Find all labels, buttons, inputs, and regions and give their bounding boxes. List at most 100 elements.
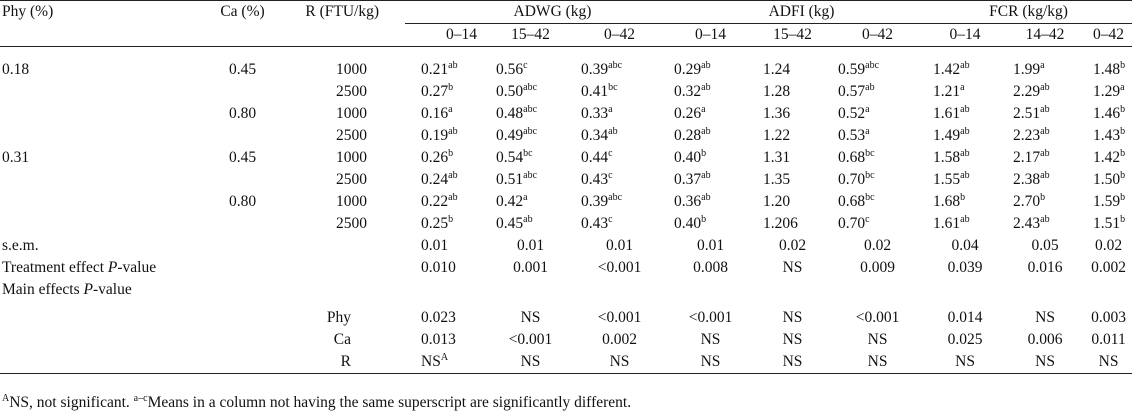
- cell-value: 0.008: [693, 259, 728, 276]
- treatment-label: Treatment effect P-value: [0, 257, 405, 279]
- main-effect-row: Phy 0.023 NS <0.001 <0.001 NS <0.001 0.014 NS 0.0…: [0, 307, 1132, 329]
- cell-value: 1.99: [1013, 61, 1041, 78]
- ca-cell: [205, 213, 280, 235]
- superscript: ab: [608, 126, 618, 137]
- stat-cell: NSA: [405, 351, 488, 374]
- ca-cell: [205, 125, 280, 147]
- footnote-text: NS, not significant.: [9, 394, 134, 411]
- header-ca: Ca (%): [220, 3, 265, 21]
- data-cell: 0.57ab: [830, 81, 925, 103]
- phy-cell: [0, 169, 205, 191]
- stat-cell: NS: [666, 351, 755, 374]
- cell-value: 0.40: [674, 149, 702, 166]
- cell-value: NS: [867, 331, 888, 348]
- cell-value: 0.43: [581, 171, 609, 188]
- cell-value: 2.17: [1013, 149, 1041, 166]
- cell-value: 0.39: [581, 61, 609, 78]
- cell-value: 0.40: [674, 215, 702, 232]
- data-cell: 2.43ab: [1005, 213, 1085, 235]
- data-cell: 0.54bc: [488, 147, 573, 169]
- cell-value: 0.016: [1027, 259, 1063, 276]
- superscript: bc: [608, 82, 618, 93]
- cell-value: 0.29: [674, 61, 702, 78]
- cell-value: 1.22: [763, 127, 791, 144]
- header-adfi: ADFI (kg): [666, 0, 926, 24]
- data-cell: 0.24ab: [405, 169, 488, 191]
- data-cell: 0.39abc: [573, 59, 666, 81]
- data-cell: 2.70b: [1005, 191, 1085, 213]
- cell-value: 2.43: [1013, 215, 1041, 232]
- data-cell: 0.53a: [830, 125, 925, 147]
- cell-value: NS: [955, 353, 975, 370]
- data-cell: 0.70c: [830, 213, 925, 235]
- cell-value: 1.42: [1093, 149, 1121, 166]
- superscript: ab: [960, 214, 970, 225]
- phy-cell: [0, 125, 205, 147]
- cell-value: 0.02: [778, 237, 807, 254]
- table-body: 0.18 0.45 1000 0.21ab 0.56c 0.39abc 0.29ab 1.24…: [0, 47, 1132, 374]
- subcol-header: 0–14: [446, 26, 477, 43]
- cell-value: NS: [782, 353, 803, 370]
- stat-cell: NS: [925, 351, 1005, 374]
- cell-value: 0.52: [838, 105, 866, 122]
- data-cell: 0.42a: [488, 191, 573, 213]
- superscript: ab: [448, 192, 458, 203]
- superscript: abc: [523, 170, 538, 181]
- cell-value: 0.01: [605, 237, 634, 254]
- table-row: 2500 0.27b 0.50abc 0.41bc 0.32ab 1.28 0.57ab 1.…: [0, 81, 1132, 103]
- cell-value: 1.21: [933, 83, 961, 100]
- cell-value: 0.42: [496, 193, 524, 210]
- data-cell: 0.29ab: [666, 59, 755, 81]
- data-cell: 0.49abc: [488, 125, 573, 147]
- superscript: a: [1040, 60, 1045, 71]
- cell-value: 0.43: [581, 215, 609, 232]
- r-cell: 1000: [336, 149, 367, 166]
- phy-cell: [0, 103, 205, 125]
- cell-value: 0.010: [421, 259, 456, 276]
- stat-cell: 0.025: [925, 329, 1005, 351]
- cell-value: 0.59: [838, 61, 866, 78]
- cell-value: 0.24: [421, 171, 449, 188]
- cell-value: 0.01: [421, 237, 449, 254]
- data-cell: 0.48abc: [488, 103, 573, 125]
- label-text: Main effects: [2, 281, 84, 298]
- data-cell: 1.31: [755, 147, 830, 169]
- cell-value: NS: [782, 331, 803, 348]
- superscript: c: [608, 170, 613, 181]
- cell-value: 0.57: [838, 83, 866, 100]
- table-row: 2500 0.19ab 0.49abc 0.34ab 0.28ab 1.22 0.53a 1.…: [0, 125, 1132, 147]
- cell-value: 0.05: [1031, 237, 1059, 254]
- cell-value: 0.27: [421, 83, 449, 100]
- cell-value: 1.36: [763, 105, 791, 122]
- cell-value: 2.29: [1013, 83, 1041, 100]
- data-cell: 0.45ab: [488, 213, 573, 235]
- superscript: bc: [865, 148, 875, 159]
- superscript: ab: [701, 60, 711, 71]
- cell-value: 1.28: [763, 83, 791, 100]
- stat-cell: 0.008: [666, 257, 755, 279]
- subcol-header: 0–42: [1093, 26, 1125, 43]
- cell-value: 0.25: [421, 215, 449, 232]
- cell-value: 0.001: [513, 259, 548, 276]
- superscript: a: [865, 104, 870, 115]
- stat-cell: 0.04: [925, 235, 1005, 257]
- cell-value: 0.025: [947, 331, 983, 348]
- superscript: b: [448, 82, 454, 93]
- superscript: a: [701, 104, 706, 115]
- data-cell: 1.42ab: [925, 59, 1005, 81]
- cell-value: 0.013: [421, 331, 456, 348]
- cell-value: 2.38: [1013, 171, 1041, 188]
- cell-value: NS: [609, 353, 630, 370]
- header-row-1: Phy (%) Ca (%) R (FTU/kg) ADWG (kg) ADFI…: [0, 0, 1132, 24]
- label-italic: P: [83, 281, 93, 298]
- sem-row: s.e.m. 0.01 0.01 0.01 0.01 0.02 0.02 0.04 0.05 0.…: [0, 235, 1132, 257]
- cell-value: 0.26: [421, 149, 449, 166]
- r-cell: 2500: [336, 171, 367, 188]
- stat-cell: NS: [1005, 307, 1085, 329]
- data-cell: 1.35: [755, 169, 830, 191]
- table-row: 2500 0.24ab 0.51abc 0.43c 0.37ab 1.35 0.70bc 1.…: [0, 169, 1132, 191]
- stat-cell: 0.02: [1085, 235, 1132, 257]
- r-cell: 2500: [336, 215, 367, 232]
- cell-value: 0.41: [581, 83, 609, 100]
- stat-cell: 0.01: [573, 235, 666, 257]
